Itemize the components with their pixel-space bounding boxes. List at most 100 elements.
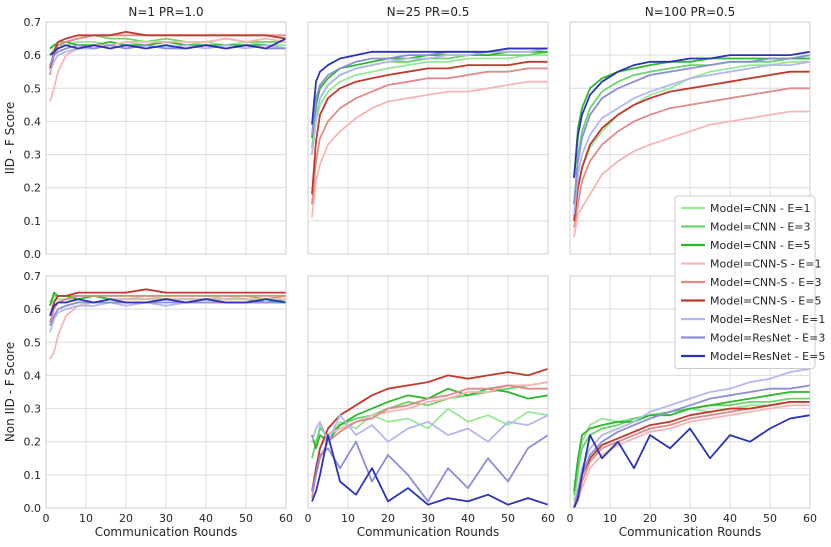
y-tick-label: 0.0: [24, 248, 42, 261]
y-tick-label: 0.0: [24, 502, 42, 515]
series-line-5: [573, 87, 810, 228]
series-line-6: [311, 60, 548, 195]
axes-frame: [307, 275, 549, 509]
panel-3: N=100 PR=0.5: [569, 5, 811, 255]
series-line-9: [49, 37, 287, 56]
series-line-1: [49, 294, 286, 307]
series-line-4: [573, 110, 810, 238]
x-tick-label: 40: [199, 512, 213, 525]
series-line-7: [49, 301, 286, 333]
series-line-6: [49, 288, 286, 317]
x-tick-label: 0: [305, 512, 312, 525]
x-tick-label: 60: [279, 512, 293, 525]
series-line-3: [311, 50, 548, 139]
y-tick-label: 0.3: [24, 403, 42, 416]
series-line-5: [311, 67, 548, 205]
series-line-8: [573, 54, 811, 205]
series-line-6: [49, 30, 287, 69]
x-tick-label: 20: [643, 512, 657, 525]
x-tick-label: 40: [461, 512, 475, 525]
y-tick-label: 0.5: [24, 336, 42, 349]
x-tick-label: 40: [723, 512, 737, 525]
legend-entry: Model=CNN-S - E=5: [710, 295, 821, 308]
series-line-4: [49, 37, 287, 102]
panel-5: 0 10 20 30 40 50 60 Communication Rounds: [305, 275, 555, 539]
legend-entry: Model=CNN - E=3: [710, 221, 811, 234]
series-line-7: [573, 367, 811, 509]
series-line-9: [311, 434, 549, 506]
x-tick-label: 50: [501, 512, 515, 525]
panel-1: N=1 PR=1.0 0.0 0.1 0.2 0.3 0.4 0.5 0.6 0.7 IID - …: [3, 5, 287, 261]
y-tick-label: 0.7: [24, 16, 42, 29]
y-tick-label: 0.5: [24, 82, 42, 95]
x-tick-label: 0: [567, 512, 574, 525]
legend-entry: Model=ResNet - E=1: [710, 313, 825, 326]
x-axis-label: Communication Rounds: [357, 525, 500, 539]
series-line-8: [311, 434, 549, 503]
series-line-4: [311, 381, 549, 492]
x-tick-label: 60: [803, 512, 817, 525]
series-line-3: [573, 57, 810, 178]
y-tick-label: 0.2: [24, 436, 42, 449]
x-axis-label: Communication Rounds: [95, 525, 238, 539]
legend: Model=CNN - E=1 Model=CNN - E=3 Model=CNN …: [674, 195, 825, 369]
series-line-7: [573, 60, 811, 215]
axes-frame: [307, 21, 549, 255]
series-line-6: [573, 70, 810, 222]
y-axis-label: IID - F Score: [3, 102, 17, 175]
y-tick-label: 0.7: [24, 270, 42, 283]
x-tick-label: 30: [421, 512, 435, 525]
legend-box: [674, 195, 816, 369]
legend-entry: Model=CNN - E=5: [710, 239, 811, 252]
series-line-9: [311, 47, 548, 125]
series-line-1: [49, 41, 286, 56]
legend-entry: Model=CNN-S - E=1: [710, 258, 821, 271]
legend-entry: Model=CNN - E=1: [710, 202, 811, 215]
x-tick-label: 50: [239, 512, 253, 525]
series-line-8: [573, 384, 811, 509]
series-line-5: [49, 294, 286, 323]
y-tick-label: 0.6: [24, 49, 42, 62]
series-line-7: [311, 47, 549, 155]
x-tick-label: 30: [159, 512, 173, 525]
y-axis-label: Non IID - F Score: [3, 342, 17, 442]
series-line-2: [573, 397, 810, 495]
axes-frame: [45, 21, 287, 255]
panel-title: N=1 PR=1.0: [128, 5, 203, 19]
series-line-1: [311, 54, 548, 155]
legend-entry: Model=ResNet - E=3: [710, 332, 825, 345]
x-tick-label: 10: [603, 512, 617, 525]
series-line-5: [311, 384, 548, 499]
panel-4: 0.0 0.1 0.2 0.3 0.4 0.5 0.6 0.7 Non IID - F Scor…: [3, 270, 293, 539]
series-line-4: [49, 298, 286, 360]
x-tick-label: 0: [43, 512, 50, 525]
legend-entry: Model=CNN-S - E=3: [710, 276, 821, 289]
panel-title: N=25 PR=0.5: [387, 5, 470, 19]
y-tick-label: 0.4: [24, 369, 42, 382]
x-tick-label: 20: [381, 512, 395, 525]
y-tick-label: 0.2: [24, 182, 42, 195]
x-tick-label: 20: [119, 512, 133, 525]
series-line-9: [573, 414, 811, 509]
series-line-7: [311, 414, 549, 443]
series-line-9: [573, 50, 811, 178]
axes-frame: [45, 275, 287, 509]
series-line-5: [573, 400, 810, 509]
series-line-4: [573, 404, 810, 509]
panel-title: N=100 PR=0.5: [645, 5, 735, 19]
series-line-4: [311, 80, 548, 218]
panel-6: 0 10 20 30 40 50 60 Communication Rounds: [567, 275, 817, 539]
series-line-1: [311, 407, 549, 450]
y-tick-label: 0.1: [24, 215, 42, 228]
series-line-6: [311, 367, 549, 492]
legend-entry: Model=ResNet - E=5: [710, 350, 825, 363]
x-tick-label: 50: [763, 512, 777, 525]
series-line-2: [573, 57, 810, 205]
series-line-9: [49, 298, 287, 317]
y-tick-label: 0.1: [24, 469, 42, 482]
y-tick-label: 0.6: [24, 303, 42, 316]
x-tick-label: 30: [683, 512, 697, 525]
panel-2: N=25 PR=0.5: [307, 5, 549, 255]
y-tick-label: 0.4: [24, 115, 42, 128]
